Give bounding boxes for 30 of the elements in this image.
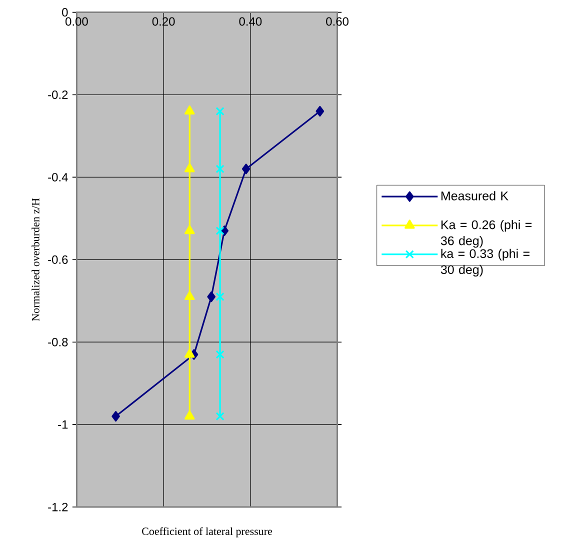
y-tick-label: -0.2 xyxy=(48,90,68,99)
y-tick-label: -0.4 xyxy=(48,172,68,182)
point xyxy=(207,291,216,302)
point xyxy=(184,163,195,172)
x-tick-label: 0.60 xyxy=(326,17,349,26)
point xyxy=(242,164,250,174)
y-tick-label: -0.6 xyxy=(48,255,68,264)
point xyxy=(112,411,120,422)
legend-label: ka = 0.33 (phi = 30 deg) xyxy=(440,248,530,277)
point xyxy=(184,105,195,115)
point xyxy=(216,106,224,116)
point xyxy=(216,164,224,174)
x-axis-title: Coefficient of lateral pressure xyxy=(142,527,272,538)
point xyxy=(216,350,224,359)
legend-label: Ka = 0.26 (phi = 36 deg) xyxy=(440,220,532,248)
y-tick-label: -1 xyxy=(58,420,68,429)
point xyxy=(184,348,195,358)
x-tick-label: 0.00 xyxy=(65,17,88,26)
point xyxy=(216,226,224,236)
point xyxy=(184,410,195,420)
y-tick-label: -1.2 xyxy=(48,502,68,512)
legend-label: Measured K xyxy=(441,191,508,200)
y-tick-label: 0 xyxy=(62,8,68,17)
point xyxy=(184,224,195,234)
point xyxy=(216,412,224,421)
point xyxy=(316,106,324,117)
point xyxy=(216,292,224,302)
y-axis-title: Normalized overburden z/H xyxy=(32,198,40,322)
y-tick-label: -0.8 xyxy=(48,338,68,346)
point xyxy=(184,290,195,300)
